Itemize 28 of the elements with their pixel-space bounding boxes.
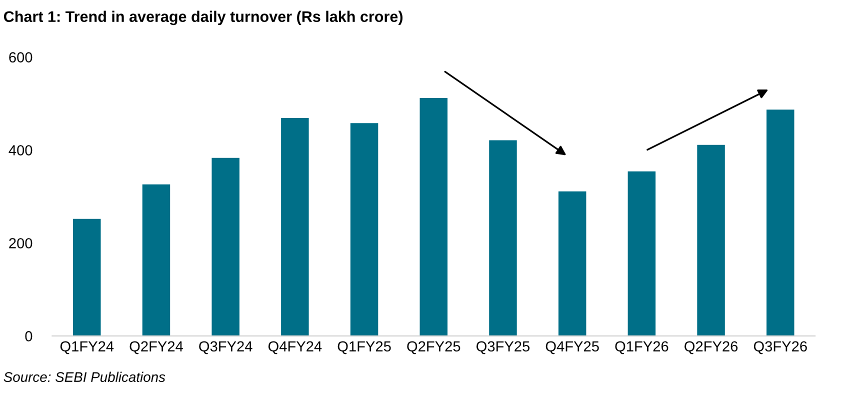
x-tick-label: Q3FY24	[199, 341, 252, 354]
x-tick-label: Q2FY25	[407, 341, 460, 354]
bar	[281, 118, 309, 336]
bar	[628, 171, 656, 336]
x-tick-label: Q1FY26	[615, 341, 668, 354]
bar	[489, 140, 517, 336]
bar	[212, 158, 240, 336]
bar	[73, 218, 101, 336]
x-tick-label: Q4FY25	[546, 341, 599, 354]
y-tick-label: 0	[25, 331, 32, 342]
x-tick-label: Q3FY25	[476, 341, 530, 354]
source-note: Source: SEBI Publications	[4, 372, 166, 382]
x-tick-label: Q4FY24	[268, 341, 322, 354]
chart-title: Chart 1: Trend in average daily turnover (Rs lakh crore)	[4, 10, 403, 26]
x-tick-label: Q3FY26	[754, 341, 807, 354]
y-tick-label: 400	[8, 145, 32, 156]
y-tick-label: 200	[9, 238, 32, 248]
bar	[558, 191, 586, 336]
y-tick-label: 600	[9, 52, 32, 62]
x-tick-label: Q1FY25	[338, 341, 391, 354]
bar	[766, 110, 794, 336]
bar	[350, 123, 378, 336]
x-tick-label: Q2FY26	[684, 341, 738, 354]
x-tick-label: Q1FY24	[60, 341, 114, 354]
bar	[142, 184, 170, 336]
bar	[420, 98, 448, 336]
bar	[697, 144, 725, 336]
x-tick-label: Q2FY24	[130, 341, 183, 354]
